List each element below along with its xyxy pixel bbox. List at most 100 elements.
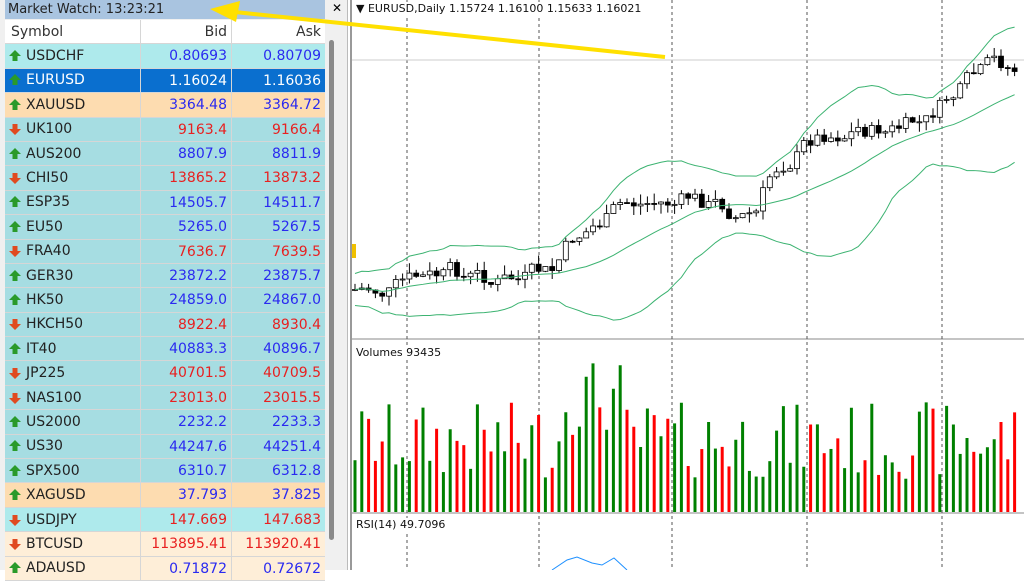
arrow-down-icon [9, 124, 21, 136]
symbol: XAGUSD [26, 487, 86, 504]
candle [896, 125, 902, 129]
candle [998, 55, 1004, 68]
symbol: HK50 [26, 292, 64, 308]
scrollbar[interactable] [329, 40, 334, 540]
bid-cell: 23872.2 [141, 263, 232, 288]
candle [991, 55, 998, 59]
table-row[interactable]: UK100 9163.4 9166.4 [5, 117, 325, 142]
table-row[interactable]: HK50 24859.0 24867.0 [5, 288, 325, 313]
table-row[interactable]: US2000 2232.2 2233.3 [5, 410, 325, 435]
symbol: GER30 [26, 267, 74, 284]
table-row[interactable]: EU50 5265.0 5267.5 [5, 215, 325, 240]
symbol: US30 [26, 438, 63, 455]
candle [583, 231, 590, 239]
candle [603, 213, 610, 228]
symbol: EURUSD [26, 72, 85, 89]
table-row[interactable]: EURUSD 1.16024 1.16036 [5, 68, 325, 94]
arrow-down-icon [9, 173, 21, 185]
table-row[interactable]: US30 44247.6 44251.4 [5, 434, 325, 460]
candle [556, 259, 562, 271]
candle [957, 83, 964, 99]
bid-cell: 6310.7 [141, 459, 232, 483]
bid-cell: 3364.48 [141, 93, 232, 117]
ask: 44251.4 [263, 438, 321, 455]
ask-cell: 2233.3 [232, 410, 325, 433]
ask: 24867.0 [263, 292, 321, 309]
arrow-up-icon [9, 147, 21, 159]
close-icon[interactable]: ✕ [331, 1, 343, 15]
ask-cell: 14511.7 [232, 191, 325, 214]
bid: 8922.4 [178, 316, 227, 333]
table-row[interactable]: FRA40 7636.7 7639.5 [5, 239, 325, 264]
bid-cell: 40883.3 [141, 337, 232, 361]
table-row[interactable]: USDCHF 0.80693 0.80709 [5, 44, 325, 69]
table-row[interactable]: ADAUSD 0.71872 0.72672 [5, 556, 325, 581]
candle [766, 176, 773, 189]
ask-cell: 24867.0 [232, 288, 325, 311]
ask-cell: 5267.5 [232, 215, 325, 238]
candle [868, 125, 875, 137]
ask: 7639.5 [272, 243, 321, 260]
symbol-cell: EURUSD [5, 68, 141, 93]
candle [746, 212, 753, 215]
symbol: JP225 [26, 365, 66, 382]
candle [909, 117, 916, 123]
table-row[interactable]: SPX500 6310.7 6312.8 [5, 459, 325, 484]
candle [658, 201, 664, 205]
column-bid[interactable]: Bid [141, 20, 232, 44]
arrow-down-icon [9, 538, 21, 550]
candle [610, 204, 617, 214]
table-row[interactable]: XAUUSD 3364.48 3364.72 [5, 93, 325, 118]
candle [787, 168, 794, 172]
bid: 40883.3 [169, 341, 227, 358]
candle [780, 170, 787, 173]
arrow-up-icon [9, 562, 21, 574]
ask-cell: 8811.9 [232, 142, 325, 165]
candle [637, 203, 644, 207]
arrow-up-icon [9, 489, 21, 501]
ask: 9166.4 [272, 121, 321, 138]
candle [739, 213, 746, 219]
candle [392, 279, 399, 289]
ask: 5267.5 [272, 219, 321, 236]
table-row[interactable]: BTCUSD 113895.41 113920.41 [5, 532, 325, 557]
ask-cell: 37.825 [232, 483, 325, 506]
bid-cell: 2232.2 [141, 410, 232, 434]
candle [902, 117, 909, 129]
table-row[interactable]: GER30 23872.2 23875.7 [5, 263, 325, 289]
candle [977, 64, 984, 75]
candle [800, 140, 807, 153]
table-row[interactable]: IT40 40883.3 40896.7 [5, 337, 325, 362]
candle [576, 237, 583, 242]
arrow-up-icon [9, 74, 21, 86]
arrow-up-icon [9, 440, 21, 452]
bid-cell: 37.793 [141, 483, 232, 507]
table-row[interactable]: XAGUSD 37.793 37.825 [5, 483, 325, 508]
symbol: CHI50 [26, 170, 69, 187]
column-symbol[interactable]: Symbol [5, 20, 141, 44]
bid: 8807.9 [178, 145, 227, 162]
table-row[interactable]: ESP35 14505.7 14511.7 [5, 190, 325, 216]
column-ask[interactable]: Ask [296, 24, 321, 40]
table-row[interactable]: NAS100 23013.0 23015.5 [5, 385, 325, 411]
candle [433, 270, 440, 277]
chart-window[interactable]: ▼ EURUSD,Daily 1.15724 1.16100 1.15633 1… [350, 0, 1024, 570]
arrow-down-icon [9, 392, 21, 404]
symbol: XAUUSD [26, 96, 86, 113]
arrow-up-icon [9, 196, 21, 208]
symbol: SPX500 [26, 462, 80, 479]
symbol: HKCH50 [26, 316, 84, 333]
ask: 40709.5 [263, 365, 321, 382]
candle [494, 278, 501, 285]
candle [943, 99, 950, 101]
symbol-cell: XAGUSD [5, 483, 141, 507]
table-row[interactable]: HKCH50 8922.4 8930.4 [5, 312, 325, 338]
symbol-cell: HKCH50 [5, 312, 141, 337]
bid: 40701.5 [169, 365, 227, 382]
bid: 37.793 [178, 487, 227, 504]
chart-canvas[interactable] [352, 0, 1024, 570]
table-row[interactable]: AUS200 8807.9 8811.9 [5, 141, 325, 167]
table-row[interactable]: CHI50 13865.2 13873.2 [5, 166, 325, 191]
table-row[interactable]: USDJPY 147.669 147.683 [5, 507, 325, 533]
table-row[interactable]: JP225 40701.5 40709.5 [5, 361, 325, 386]
